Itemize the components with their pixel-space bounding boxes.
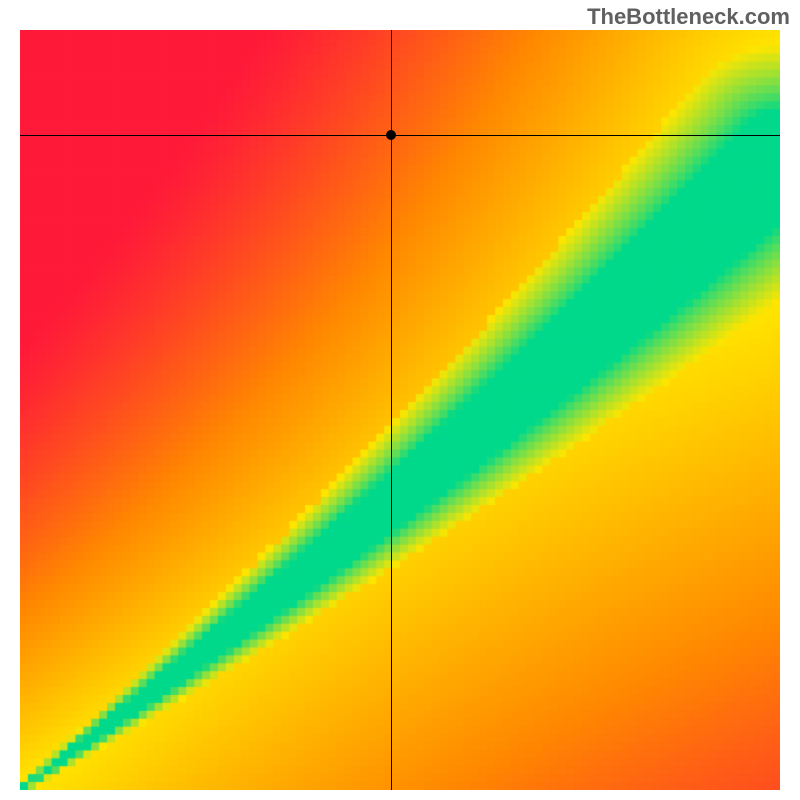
crosshair-point (386, 130, 396, 140)
heatmap-canvas (20, 30, 780, 790)
watermark-text: TheBottleneck.com (587, 4, 790, 30)
chart-container: { "watermark": "TheBottleneck.com", "plo… (0, 0, 800, 800)
crosshair-horizontal (20, 135, 780, 136)
crosshair-vertical (391, 30, 392, 790)
